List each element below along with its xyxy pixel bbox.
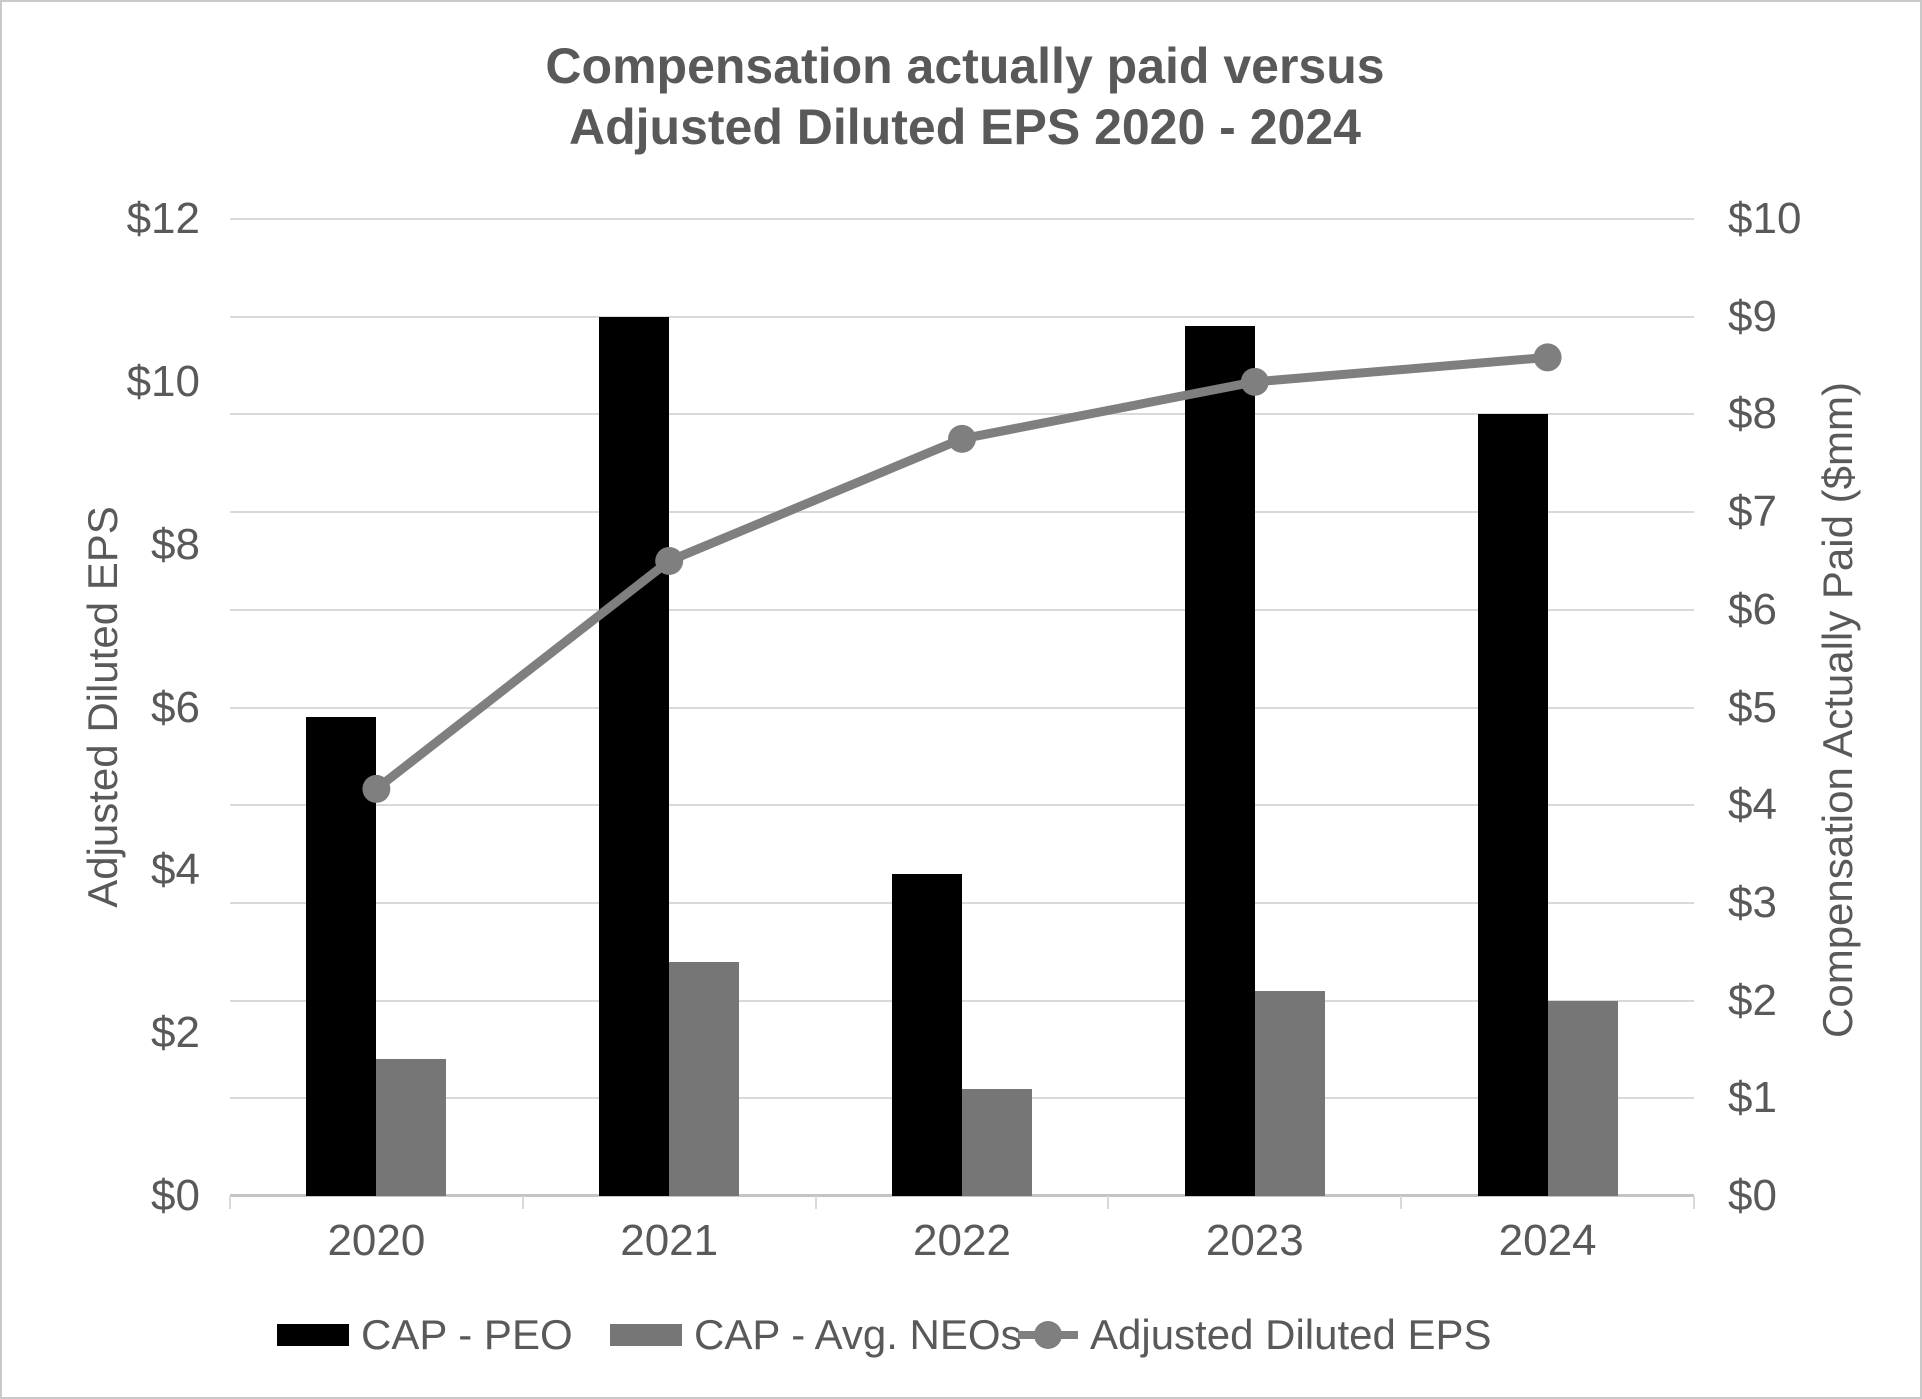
legend-line-swatch-marker <box>1034 1321 1062 1349</box>
x-axis-label-2023: 2023 <box>1205 1216 1304 1265</box>
legend-label: Adjusted Diluted EPS <box>1090 1311 1492 1358</box>
right-axis-tick-label: $1 <box>1728 1073 1777 1123</box>
left-axis-tick-label: $4 <box>151 845 200 895</box>
right-axis-tick-label: $3 <box>1728 877 1777 927</box>
left-axis-tick-label: $8 <box>151 519 200 569</box>
legend-item-adjusted-diluted-eps: Adjusted Diluted EPS <box>1018 1311 1492 1358</box>
eps-marker-2024 <box>1533 343 1562 372</box>
gridline <box>230 511 1694 514</box>
gridline <box>230 413 1694 416</box>
line-marker-swatch <box>1018 1320 1078 1350</box>
left-axis-tick-label: $2 <box>151 1008 200 1058</box>
x-axis-tick <box>814 1196 817 1209</box>
gridline <box>230 218 1694 220</box>
right-axis-tick-label: $10 <box>1728 194 1802 243</box>
left-axis-tick-label: $0 <box>151 1171 200 1220</box>
gridline <box>230 315 1694 318</box>
x-axis-label-2024: 2024 <box>1498 1216 1597 1265</box>
x-axis-tick <box>229 1196 231 1209</box>
bar-cap-avg-neos-2022 <box>962 1088 1032 1196</box>
gridline <box>230 706 1694 709</box>
right-axis-tick-label: $2 <box>1728 975 1777 1025</box>
x-axis-tick <box>1107 1196 1110 1209</box>
bar-cap-peo-2024 <box>1477 414 1548 1196</box>
right-axis-tick-label: $0 <box>1728 1171 1777 1220</box>
right-axis-tick-label: $7 <box>1728 487 1777 537</box>
bar-cap-peo-2022 <box>892 873 962 1196</box>
left-axis-tick-label: $12 <box>126 194 200 243</box>
legend-item-cap-avg-neos: CAP - Avg. NEOs <box>610 1311 1022 1358</box>
left-axis-tick-label: $6 <box>151 682 200 732</box>
gridline <box>230 804 1694 807</box>
right-axis-tick-label: $4 <box>1728 780 1777 830</box>
right-axis-tick-label: $5 <box>1728 682 1777 732</box>
bar-cap-avg-neos-2021 <box>669 961 740 1196</box>
gray-bar-swatch <box>610 1324 682 1346</box>
bar-cap-peo-2020 <box>306 717 377 1196</box>
x-axis-label-2022: 2022 <box>913 1216 1011 1265</box>
right-axis-tick-label: $9 <box>1728 291 1777 341</box>
bar-cap-peo-2023 <box>1184 326 1255 1196</box>
black-bar-swatch <box>277 1324 349 1346</box>
gridline <box>230 608 1694 611</box>
gridline <box>230 999 1694 1002</box>
bar-cap-peo-2021 <box>599 316 670 1196</box>
bar-cap-avg-neos-2024 <box>1547 1000 1618 1196</box>
legend-item-cap-peo: CAP - PEO <box>277 1311 573 1358</box>
x-axis-tick <box>1693 1196 1695 1209</box>
x-axis-label-2020: 2020 <box>327 1216 426 1265</box>
chart-title-line2: Adjusted Diluted EPS 2020 - 2024 <box>569 99 1361 155</box>
bar-cap-avg-neos-2023 <box>1254 990 1325 1196</box>
right-axis-tick-label: $8 <box>1728 389 1777 439</box>
legend-label: CAP - PEO <box>361 1311 573 1358</box>
eps-marker-2022 <box>948 424 976 453</box>
x-axis-tick <box>521 1196 524 1209</box>
chart-title: Compensation actually paid versus Adjust… <box>230 36 1700 158</box>
legend-label: CAP - Avg. NEOs <box>694 1311 1022 1358</box>
left-axis-tick-label: $10 <box>126 356 200 406</box>
eps-line <box>373 352 1548 793</box>
right-axis-tick-label: $6 <box>1728 584 1777 634</box>
gridline <box>230 901 1694 904</box>
chart-title-line1: Compensation actually paid versus <box>545 38 1385 94</box>
x-axis-label-2021: 2021 <box>620 1216 719 1265</box>
x-axis-tick <box>1400 1196 1403 1209</box>
bar-cap-avg-neos-2020 <box>376 1059 447 1196</box>
